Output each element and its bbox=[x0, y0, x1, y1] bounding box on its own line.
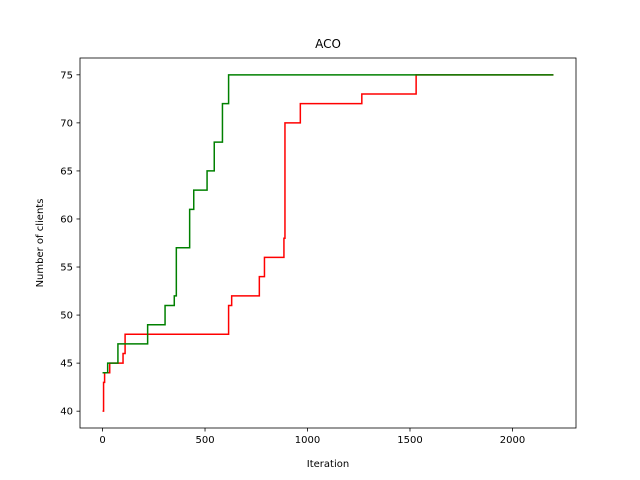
x-axis-label: Iteration bbox=[307, 459, 349, 470]
y-tick-label: 75 bbox=[60, 70, 73, 81]
y-tick-label: 70 bbox=[60, 118, 73, 129]
x-axis-ticks: 0 500 1000 1500 2000 bbox=[99, 428, 525, 446]
y-tick-label: 65 bbox=[60, 166, 73, 177]
x-tick-label: 0 bbox=[99, 435, 105, 446]
axes-frame bbox=[79, 57, 577, 429]
y-tick-label: 50 bbox=[60, 311, 73, 322]
y-axis-label: Number of clients bbox=[35, 199, 46, 288]
x-tick-label: 1000 bbox=[295, 435, 320, 446]
series-layer bbox=[102, 74, 554, 412]
y-tick-label: 60 bbox=[60, 214, 73, 225]
x-tick-label: 1500 bbox=[397, 435, 422, 446]
x-tick-label: 2000 bbox=[500, 435, 525, 446]
chart-title: ACO bbox=[315, 37, 341, 51]
y-tick-label: 40 bbox=[60, 407, 73, 418]
x-tick-label: 500 bbox=[195, 435, 214, 446]
axes-background bbox=[80, 58, 576, 428]
series-line-1 bbox=[102, 74, 554, 412]
plot-area bbox=[79, 57, 577, 429]
y-tick-label: 45 bbox=[60, 359, 73, 370]
y-tick-label: 55 bbox=[60, 263, 73, 274]
series-line-2 bbox=[102, 74, 554, 374]
y-axis-ticks: 40 45 50 55 60 65 70 75 bbox=[60, 70, 80, 418]
